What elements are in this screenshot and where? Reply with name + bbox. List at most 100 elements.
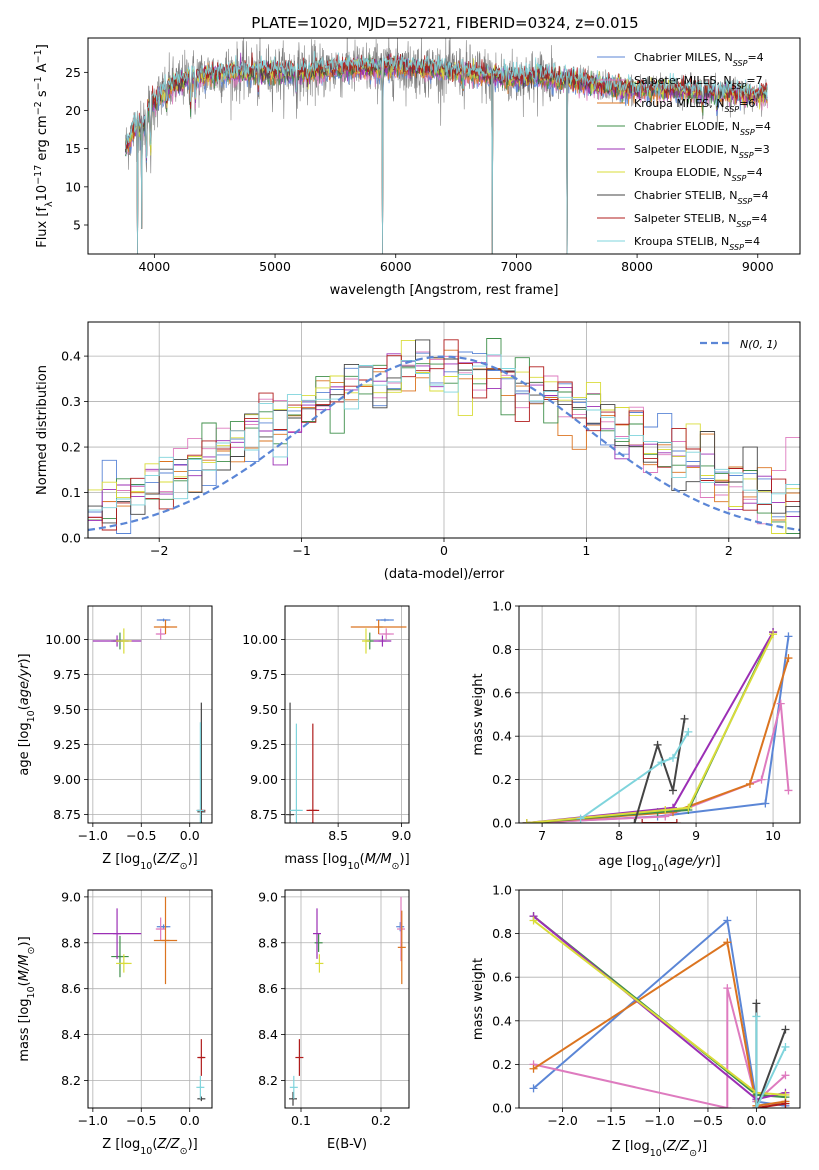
- tick-label-y: 9.00: [53, 772, 81, 787]
- tick-label-y: 8.4: [61, 1027, 81, 1042]
- tick-label-x: 0: [440, 543, 448, 558]
- label-part: mass [log: [17, 998, 32, 1061]
- point-salpeter-stelib: [197, 1039, 206, 1076]
- point-chabrier-miles: [156, 618, 171, 622]
- label-part: age/yr: [669, 854, 712, 869]
- legend-label-kroupa-stelib: Kroupa STELIB, NSSP=4: [634, 235, 760, 252]
- tick-label-x: 6000: [380, 259, 412, 274]
- tick-label-y: 1.0: [492, 883, 512, 898]
- weight-marker-chabrier-miles: [723, 916, 732, 925]
- point-kroupa-elodie: [116, 628, 132, 654]
- tick-label-y: 0.1: [61, 485, 81, 500]
- mass-vs-EBV-frame: [284, 889, 410, 1109]
- tick-label-x: 1: [582, 543, 590, 558]
- weight-vs-age-ylabel: mass weight: [471, 673, 486, 755]
- legend-text: Salpeter MILES, N: [634, 74, 732, 87]
- tick-label-y: 20: [65, 103, 81, 118]
- label-part: )]: [697, 1139, 707, 1154]
- spectrum-axes: 4000 5000 6000 7000 8000 9000 5 10 15 20 25: [65, 65, 774, 274]
- spectrum-frame: [87, 37, 801, 255]
- tick-label-y: 0.4: [61, 349, 81, 364]
- weight-line-chabrier-miles: [526, 636, 790, 823]
- label-part: λ: [44, 201, 55, 207]
- legend-text: =6: [739, 97, 755, 110]
- tick-label-y: 8.75: [53, 807, 81, 822]
- legend-text: =7: [746, 74, 762, 87]
- mass-vs-EBV-axes: 0.1 0.2 8.2 8.4 8.6 8.8 9.0: [258, 889, 409, 1128]
- tick-label-y: 9.75: [53, 667, 81, 682]
- point-salpeter-miles: [155, 917, 166, 941]
- point-salpeter-miles: [378, 628, 394, 640]
- residuals-frame: [87, 321, 801, 539]
- label-part: age [log: [598, 854, 651, 869]
- label-part: 10: [650, 1148, 662, 1159]
- tick-label-y: 8.2: [61, 1073, 81, 1088]
- tick-label-y: 0.2: [61, 440, 81, 455]
- point-salpeter-miles: [397, 896, 405, 962]
- label-part: 10: [26, 986, 37, 998]
- label-part: )]: [17, 936, 32, 946]
- legend-text: =3: [754, 143, 770, 156]
- histogram-kroupa-stelib: [88, 354, 800, 511]
- tick-label-y: 25: [65, 65, 81, 80]
- legend-text: =4: [755, 120, 771, 133]
- weight-marker-chabrier-stelib: [680, 714, 689, 723]
- label-part: 10: [35, 185, 50, 202]
- label-part: ⊙: [392, 861, 400, 872]
- weight-line-kroupa-stelib: [580, 731, 690, 820]
- weight-marker-chabrier-stelib: [668, 786, 677, 795]
- age-vs-Z-frame: [87, 605, 213, 824]
- legend-text: Kroupa MILES, N: [634, 97, 724, 110]
- weight-marker-kroupa-elodie: [781, 1090, 790, 1099]
- weight-marker-salpeter-stelib: [638, 819, 647, 823]
- point-chabrier-stelib: [197, 1096, 206, 1102]
- mass-vs-Z-frame: [87, 889, 213, 1109]
- tick-label-y: 9.0: [61, 889, 81, 904]
- legend-text: Kroupa STELIB, N: [634, 235, 729, 248]
- point-kroupa-miles: [350, 620, 407, 634]
- age-vs-Z-xlabel: Z [log10(Z/Z⊙)]: [102, 852, 197, 872]
- point-chabrier-elodie: [111, 935, 129, 978]
- label-part: 10: [652, 863, 664, 874]
- legend-text: Salpeter STELIB, N: [634, 212, 736, 225]
- label-part: −1: [33, 49, 44, 63]
- legend-label-salpeter-stelib: Salpeter STELIB, NSSP=4: [634, 212, 767, 229]
- point-kroupa-stelib: [290, 723, 303, 823]
- weight-marker-salpeter-miles: [776, 699, 785, 708]
- weight-marker-salpeter-miles: [723, 1104, 732, 1108]
- figure-title: PLATE=1020, MJD=52721, FIBERID=0324, z=0…: [251, 14, 638, 32]
- point-salpeter-stelib: [306, 723, 320, 823]
- spectrum-xlabel: wavelength [Angstrom, rest frame]: [330, 283, 559, 298]
- tick-label-y: 9.50: [250, 702, 278, 717]
- weight-marker-kroupa-miles: [723, 938, 732, 947]
- label-part: )]: [188, 852, 198, 867]
- label-part: (: [152, 852, 157, 867]
- weight-marker-chabrier-miles: [784, 632, 793, 641]
- spectrum-model-kroupa-stelib: [125, 51, 768, 254]
- histogram-salpeter-stelib: [88, 339, 800, 531]
- tick-label-y: 8.2: [258, 1073, 278, 1088]
- point-kroupa-stelib: [196, 722, 205, 823]
- weight-marker-salpeter-stelib: [672, 819, 681, 823]
- weight-marker-kroupa-stelib: [684, 727, 693, 736]
- weight-line-chabrier-stelib: [633, 718, 686, 823]
- weight-line-chabrier-elodie: [526, 631, 775, 823]
- tick-label-x: 0.1: [291, 1113, 311, 1128]
- label-part: A: [35, 63, 50, 76]
- tick-label-y: 8.6: [258, 981, 278, 996]
- label-part: ⊙: [180, 861, 188, 872]
- tick-label-x: 8000: [621, 259, 653, 274]
- weight-vs-age-xlabel: age [log10(age/yr)]: [598, 854, 720, 874]
- age-vs-Z-axes: −1.0 −0.5 0.0 8.75 9.00 9.25 9.50 9.75 10.00: [45, 606, 212, 843]
- label-part: Z [log: [102, 1137, 140, 1152]
- weight-line-salpeter-elodie: [526, 631, 774, 823]
- point-salpeter-elodie: [313, 908, 321, 959]
- legend-label-kroupa-elodie: Kroupa ELODIE, NSSP=4: [634, 166, 763, 183]
- weight-marker-chabrier-stelib: [630, 819, 639, 823]
- legend-text: Chabrier ELODIE, N: [634, 120, 740, 133]
- legend-label-salpeter-elodie: Salpeter ELODIE, NSSP=3: [634, 143, 770, 160]
- label-part: )]: [400, 852, 410, 867]
- label-part: 10: [26, 710, 37, 722]
- legend-label-salpeter-miles: Salpeter MILES, NSSP=7: [634, 74, 763, 91]
